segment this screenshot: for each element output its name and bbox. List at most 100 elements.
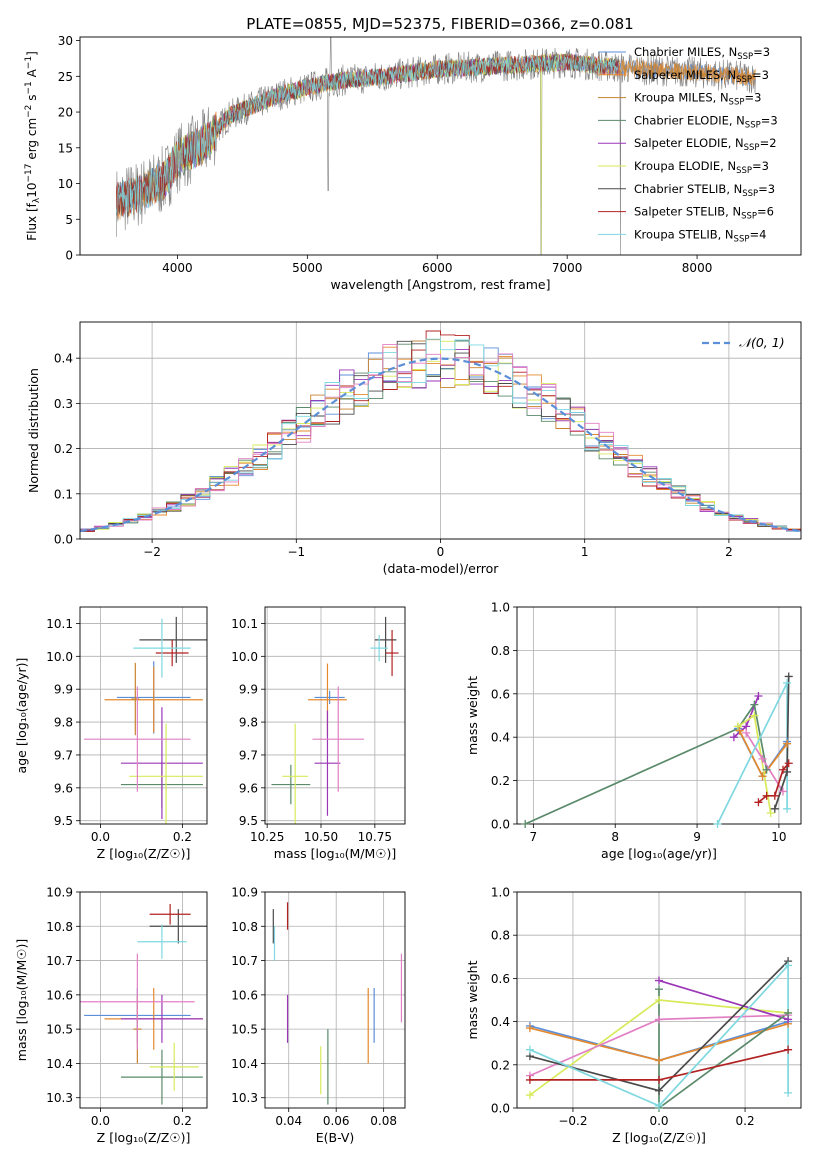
mass_vs_ebv-frame (264, 891, 406, 1109)
legend-entry: Kroupa ELODIE, NSSP=3 (634, 159, 769, 176)
y-tick-label: 0.4 (491, 731, 510, 745)
x-tick-label: 0.2 (173, 830, 192, 844)
legend-nssp: =3 (752, 159, 769, 173)
legend-entry: 𝒩(0, 1) (739, 335, 785, 350)
legend-sub: SSP (734, 234, 750, 244)
x-tick-label: 0.0 (91, 830, 110, 844)
legend-name: Salpeter MILES, N (634, 68, 736, 82)
y-tick-label: 0.2 (491, 1058, 510, 1072)
weight-marker (655, 1075, 663, 1084)
weight-marker (784, 672, 793, 681)
weight-marker (525, 1045, 534, 1054)
weight-marker (525, 1091, 534, 1100)
legend-name: Salpeter STELIB, N (634, 205, 741, 219)
legend-sub: SSP (729, 98, 745, 108)
y-tick-label: 9.8 (239, 716, 258, 730)
weight-marker (770, 804, 779, 813)
x-tick-label: 8 (611, 830, 619, 844)
weight-line (658, 979, 789, 1021)
y-tick-label: 10.7 (231, 954, 258, 968)
legend-sub: SSP (741, 212, 757, 222)
x-tick-label: −0.2 (558, 1114, 587, 1128)
y-label-part: 10 (25, 183, 39, 198)
weight-marker (655, 1015, 663, 1024)
x-tick-label: 9 (693, 830, 701, 844)
y-label-part: λ (32, 197, 42, 203)
age_vs_Z-frame (79, 606, 208, 825)
y-axis-label: Normed distribution (26, 368, 41, 493)
age_vs_mass-axes: 10.25 10.50 10.75 9.5 9.6 9.7 9.8 9.9 10.0 10.1 ma… (231, 606, 406, 861)
x-tick-label: 0.06 (323, 1114, 350, 1128)
x-tick-label: 0.08 (370, 1114, 397, 1128)
weight-marker (778, 787, 787, 796)
weight-marker (735, 726, 744, 735)
weight-marker (778, 765, 787, 774)
x-tick-label: 1 (581, 545, 589, 559)
y-tick-label: 10.3 (46, 1091, 73, 1105)
weight-marker (762, 765, 771, 774)
y-tick-label: 30 (58, 34, 73, 48)
weight-marker (733, 722, 742, 731)
y-tick-label: 0.3 (54, 397, 73, 411)
legend-entry: Salpeter MILES, NSSP=3 (634, 68, 769, 85)
y-tick-label: 9.9 (239, 683, 258, 697)
y-tick-label: 9.6 (239, 781, 258, 795)
x-axis-label: Z [log₁₀(Z/Z☉)] (97, 846, 191, 861)
x-axis-label: age [log₁₀(age/yr)] (601, 846, 717, 861)
y-axis-label: mass weight (465, 676, 480, 755)
weight-marker (525, 1024, 534, 1033)
x-tick-label: 7 (530, 830, 538, 844)
legend-nssp: =3 (758, 182, 775, 196)
x-tick-label: 10 (771, 830, 786, 844)
legend-entry: Kroupa MILES, NSSP=3 (634, 91, 761, 108)
weight-line (745, 732, 784, 792)
legend-name: Chabrier STELIB, N (634, 182, 742, 196)
weight-marker (784, 1045, 793, 1054)
weight-marker (783, 678, 792, 687)
y-tick-label: 10.4 (46, 1057, 73, 1071)
age_vs_Z-plot-area (84, 616, 207, 824)
residual-histogram (80, 348, 801, 532)
y-tick-label: 10.8 (46, 920, 73, 934)
model-spectrum-line (116, 54, 620, 215)
legend-nssp: =3 (753, 45, 770, 59)
y-tick-label: 10.6 (46, 988, 73, 1002)
weight-marker (784, 1088, 793, 1097)
y-axis-label: mass [log₁₀(M/M☉)] (14, 939, 29, 1061)
weight-marker (525, 1075, 534, 1084)
y-tick-label: 9.7 (239, 748, 258, 762)
y-tick-label: 9.7 (54, 748, 73, 762)
legend-entry: Chabrier MILES, NSSP=3 (634, 45, 770, 62)
legend-entry: Chabrier STELIB, NSSP=3 (634, 182, 775, 199)
x-tick-label: 0.2 (736, 1114, 755, 1128)
y-tick-label: 10.9 (231, 886, 258, 900)
x-axis-label: mass [log₁₀(M/M☉)] (274, 846, 396, 861)
x-tick-label: 4000 (162, 261, 193, 275)
x-tick-label: 10.50 (304, 830, 338, 844)
y-tick-label: 10.3 (231, 1091, 258, 1105)
age_vs_mass-plot-area (271, 616, 399, 824)
residuals-plot-area (80, 330, 801, 533)
weight-marker (784, 1008, 793, 1017)
y-label-part: −1 (24, 81, 34, 94)
legend-entry: Chabrier ELODIE, NSSP=3 (634, 113, 778, 130)
weight-line (658, 989, 789, 1108)
weight-marker (655, 996, 663, 1004)
spectrum-plot-area (116, 37, 756, 255)
y-label-part: −17 (24, 164, 34, 183)
y-tick-label: 10.7 (46, 954, 73, 968)
y-axis-label: mass weight (465, 960, 480, 1039)
y-tick-label: 10.0 (231, 650, 258, 664)
y-tick-label: 1.0 (491, 886, 510, 900)
y-tick-label: 10.4 (231, 1057, 258, 1071)
x-tick-label: 0.2 (173, 1114, 192, 1128)
weight-marker (521, 820, 530, 828)
legend-name: Chabrier ELODIE, N (634, 113, 745, 127)
legend-name: Kroupa ELODIE, N (634, 159, 736, 173)
x-axis-label: E(B-V) (316, 1130, 355, 1145)
residual-histogram (80, 338, 801, 532)
mass_vs_ebv-plot-area (272, 902, 403, 1105)
weight-marker (655, 976, 663, 985)
weight-marker (783, 767, 792, 776)
y-tick-label: 9.5 (54, 814, 73, 828)
